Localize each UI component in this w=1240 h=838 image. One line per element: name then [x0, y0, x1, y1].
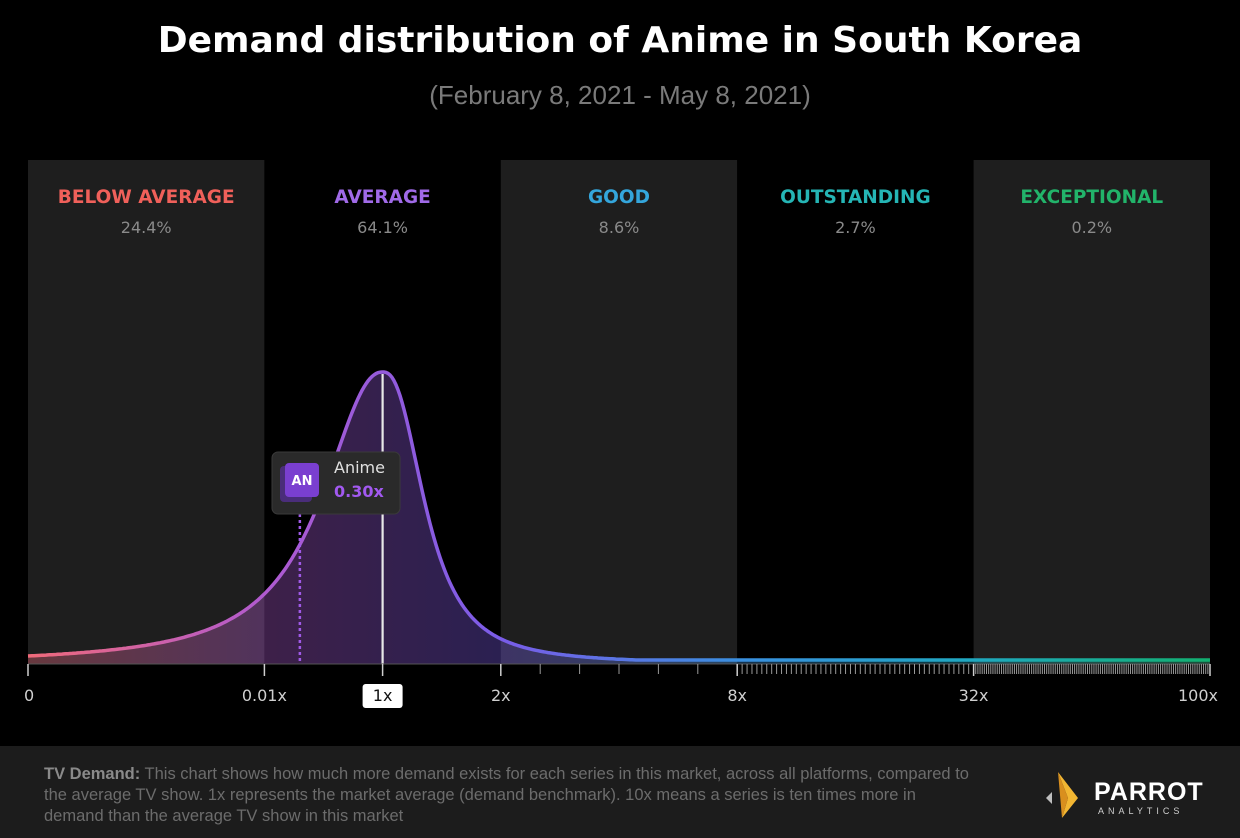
band-share-0: 24.4%	[121, 218, 172, 237]
band-share-4: 0.2%	[1071, 218, 1112, 237]
band-label-4: EXCEPTIONAL	[1020, 187, 1163, 208]
band-bg-3	[737, 160, 974, 664]
band-label-1: AVERAGE	[334, 187, 430, 208]
distribution-area	[28, 372, 1210, 664]
parrot-logo-icon	[1046, 772, 1078, 818]
x-tick-highlight-box	[362, 684, 403, 708]
chart-subtitle: (February 8, 2021 - May 8, 2021)	[429, 80, 811, 110]
x-tick-label-4: 8x	[727, 686, 747, 705]
logo-wordmark: PARROT	[1094, 778, 1204, 806]
parrot-logo: PARROT ANALYTICS	[1038, 768, 1208, 822]
footer: TV Demand: This chart shows how much mor…	[0, 746, 1240, 838]
distribution-curve	[27, 370, 1210, 662]
x-axis: 0 0.01x 1x 2x 8x 32x 100x	[24, 663, 1218, 708]
logo-subtitle: ANALYTICS	[1098, 806, 1184, 816]
band-bg-4	[973, 160, 1210, 664]
x-tick-label-0: 0	[24, 686, 34, 705]
band-bg-2	[500, 160, 738, 664]
band-share-3: 2.7%	[835, 218, 876, 237]
x-tick-label-3: 2x	[491, 686, 511, 705]
distribution-chart: BELOW AVERAGE 24.4% AVERAGE 64.1% GOOD 8.6% OU…	[24, 160, 1218, 708]
band-label-3: OUTSTANDING	[780, 187, 931, 208]
footer-body: This chart shows how much more demand ex…	[44, 765, 969, 825]
band-bg-0	[28, 160, 265, 664]
footer-description: TV Demand: This chart shows how much mor…	[44, 764, 974, 827]
tooltip-badge	[285, 463, 319, 497]
anime-tooltip[interactable]: AN Anime 0.30x	[271, 451, 401, 515]
band-share-1: 64.1%	[357, 218, 408, 237]
tooltip-badge-code: AN	[292, 474, 313, 489]
tooltip-series-value: 0.30x	[334, 482, 384, 501]
x-tick-label-5: 32x	[959, 686, 989, 705]
x-tick-label-2: 1x	[373, 686, 393, 705]
tooltip-series-label: Anime	[334, 458, 385, 477]
band-label-0: BELOW AVERAGE	[58, 187, 235, 208]
footer-label: TV Demand:	[44, 765, 141, 783]
band-label-2: GOOD	[588, 187, 650, 208]
band-labels: BELOW AVERAGE 24.4% AVERAGE 64.1% GOOD 8.6% OU…	[58, 187, 1164, 237]
chart-title: Demand distribution of Anime in South Ko…	[157, 20, 1083, 61]
band-share-2: 8.6%	[599, 218, 640, 237]
x-tick-label-6: 100x	[1178, 686, 1218, 705]
x-tick-label-1: 0.01x	[242, 686, 287, 705]
